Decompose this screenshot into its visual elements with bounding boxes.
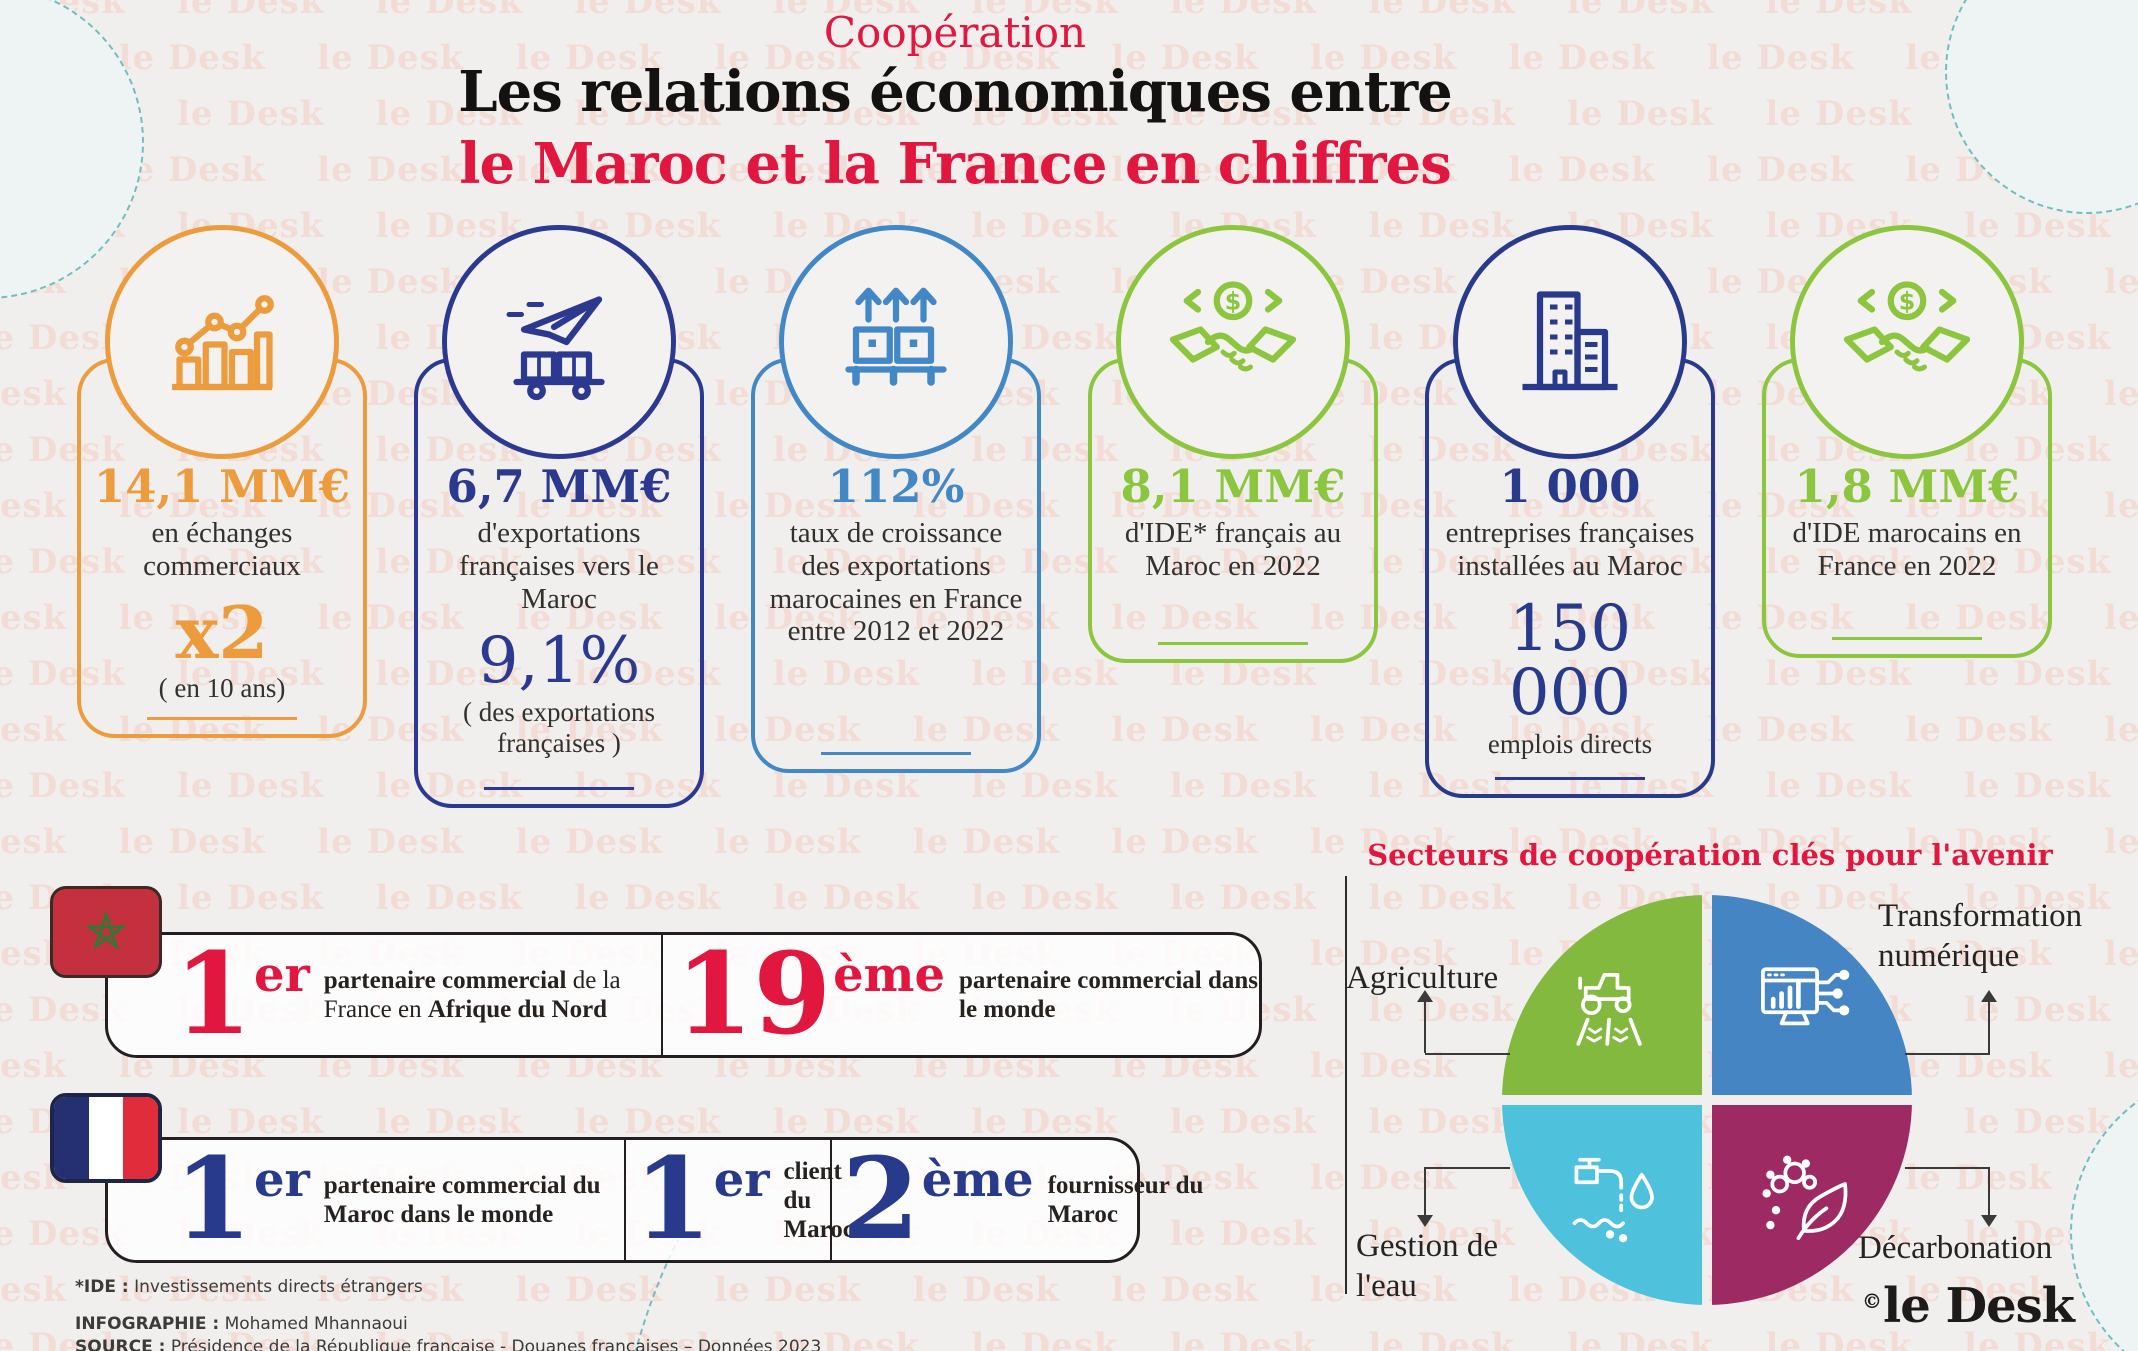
label-digital: Transformation numérique xyxy=(1878,898,2083,975)
rank-number: 1 er xyxy=(633,1133,770,1265)
flag-stripe-red xyxy=(123,1097,158,1179)
flag-stripe-blue xyxy=(54,1097,89,1179)
connector-line xyxy=(1905,1167,1990,1169)
label-decarbonation: Décarbonation xyxy=(1858,1230,2053,1266)
ranking-item: 2 ème fournisseur du Maroc xyxy=(829,1133,1208,1265)
rank-number: 19 ème xyxy=(675,928,945,1060)
arrow-up-icon xyxy=(1981,990,1997,1002)
decor-arc-bottom-left xyxy=(555,1240,735,1351)
arrow-up-icon xyxy=(1417,990,1433,1002)
stat-desc: d'exportations françaises vers le Maroc xyxy=(459,517,659,615)
accent-underline xyxy=(484,787,634,790)
rank-label: fournisseur du Maroc xyxy=(1047,1172,1204,1228)
stat-secondary-value: x2 xyxy=(175,589,269,675)
flag-stripe-white xyxy=(88,1097,124,1179)
handshake-investment-icon: $ xyxy=(1116,225,1350,459)
connector-line xyxy=(1425,1053,1510,1055)
sectors-pie xyxy=(1502,895,1912,1305)
ranking-row-morocco: 1 er partenaire commercial de la France e… xyxy=(105,932,1262,1058)
stat-value: 1 000 xyxy=(1499,460,1641,513)
svg-text:$: $ xyxy=(1899,288,1916,316)
arrow-down-icon xyxy=(1981,1215,1997,1227)
ranking-item: 1 er partenaire commercial de la France e… xyxy=(108,935,661,1055)
stat-value: 6,7 MM€ xyxy=(446,460,672,513)
ranking-row-france: 1 er partenaire commercial du Maroc dans … xyxy=(105,1133,1203,1265)
handshake-investment-icon: $ xyxy=(1790,225,2024,459)
sectors-title: Secteurs de coopération clés pour l'aven… xyxy=(1367,838,2053,872)
rank-label: client du Maroc xyxy=(783,1157,854,1243)
connector-line xyxy=(1424,1002,1426,1053)
stat-subtext: emplois directs xyxy=(1487,728,1653,759)
stat-secondary-value: 9,1% xyxy=(477,624,641,699)
morocco-flag xyxy=(50,886,162,978)
rank-number: 2 ème xyxy=(841,1133,1034,1265)
pentagram-star-icon xyxy=(84,910,128,951)
rank-label: partenaire commercial du Maroc dans le m… xyxy=(323,1172,601,1228)
accent-underline xyxy=(1495,777,1645,780)
svg-text:$: $ xyxy=(1225,288,1242,316)
header: Coopération Les relations économiques en… xyxy=(0,12,1910,195)
ranking-item: 19 ème partenaire commercial dans le mond… xyxy=(661,935,1259,1055)
stat-card-moroccan-fdi: $ 1,8 MM€ d'IDE marocains en France en 2… xyxy=(1762,225,2052,808)
connector-line xyxy=(1905,1053,1990,1055)
footnotes: *IDE : Investissements directs étrangers… xyxy=(75,1276,821,1351)
footnote-infographie: INFOGRAPHIE : Mohamed Mhannaoui xyxy=(75,1313,408,1334)
stat-subtext: ( des exportations françaises ) xyxy=(463,697,655,759)
france-flag xyxy=(50,1093,162,1183)
stat-card-french-fdi: $ 8,1 MM€ d'IDE* français au Maroc en 20… xyxy=(1088,225,1378,808)
stat-card-growth-rate: 112% taux de croissance des exportations… xyxy=(751,225,1041,808)
stat-card-french-companies: 1 000 entreprises françaises installées … xyxy=(1425,225,1715,808)
stat-desc: d'IDE marocains en France en 2022 xyxy=(1792,517,2022,582)
accent-underline xyxy=(821,752,971,755)
footnote-ide: *IDE : Investissements directs étrangers xyxy=(75,1277,423,1297)
accent-underline xyxy=(1832,637,1982,640)
rank-label: partenaire commercial dans le monde xyxy=(959,967,1259,1023)
plane-cargo-export-icon xyxy=(442,225,676,459)
stat-desc: entreprises françaises installées au Mar… xyxy=(1445,517,1695,582)
stat-value: 1,8 MM€ xyxy=(1794,460,2020,513)
accent-underline xyxy=(1158,642,1308,645)
stat-subtext: ( en 10 ans) xyxy=(158,672,286,703)
stat-value: 112% xyxy=(827,460,965,513)
pallet-boxes-growth-icon xyxy=(779,225,1013,459)
stat-desc: d'IDE* français au Maroc en 2022 xyxy=(1124,517,1342,582)
rank-number: 1 er xyxy=(174,928,310,1060)
kicker: Coopération xyxy=(823,8,1087,57)
tractor-field-icon xyxy=(1554,945,1666,1057)
rank-number: 1 er xyxy=(174,1133,310,1265)
stat-desc: taux de croissance des exportations maro… xyxy=(769,517,1023,648)
bar-chart-growth-icon xyxy=(105,225,339,459)
water-tap-icon xyxy=(1554,1143,1666,1255)
section-divider xyxy=(1345,876,1347,1294)
connector-line xyxy=(1425,1167,1510,1169)
stat-secondary-value: 150 000 xyxy=(1508,591,1632,730)
connector-line xyxy=(1988,1002,1990,1053)
digital-transformation-icon xyxy=(1748,945,1860,1057)
stat-cards-row: 14,1 MM€ en échanges commerciaux x2 ( en… xyxy=(77,225,2052,808)
stat-desc: en échanges commerciaux xyxy=(143,517,301,582)
page-title-line2: le Maroc et la France en chiffres xyxy=(459,130,1451,197)
ranking-item: 1 er client du Maroc xyxy=(623,1133,854,1265)
arrow-down-icon xyxy=(1417,1215,1433,1227)
rank-label: partenaire commercial de la France en Af… xyxy=(323,967,621,1023)
stat-value: 8,1 MM€ xyxy=(1120,460,1346,513)
page-title-line1: Les relations économiques entre xyxy=(458,59,1453,125)
company-buildings-icon xyxy=(1453,225,1687,459)
ranking-item: 1 er partenaire commercial du Maroc dans … xyxy=(108,1140,624,1260)
footnote-source: SOURCE : Présidence de la République fra… xyxy=(75,1336,822,1351)
ledesk-logo: ©le Desk xyxy=(1862,1278,2075,1334)
accent-underline xyxy=(147,717,297,720)
co2-leaf-icon xyxy=(1748,1143,1860,1255)
label-water: Gestion de l'eau xyxy=(1356,1228,1499,1305)
stat-card-trade: 14,1 MM€ en échanges commerciaux x2 ( en… xyxy=(77,225,367,808)
connector-line xyxy=(1988,1167,1990,1217)
connector-line xyxy=(1424,1167,1426,1217)
stat-value: 14,1 MM€ xyxy=(93,460,351,513)
stat-card-french-exports: 6,7 MM€ d'exportations françaises vers l… xyxy=(414,225,704,808)
